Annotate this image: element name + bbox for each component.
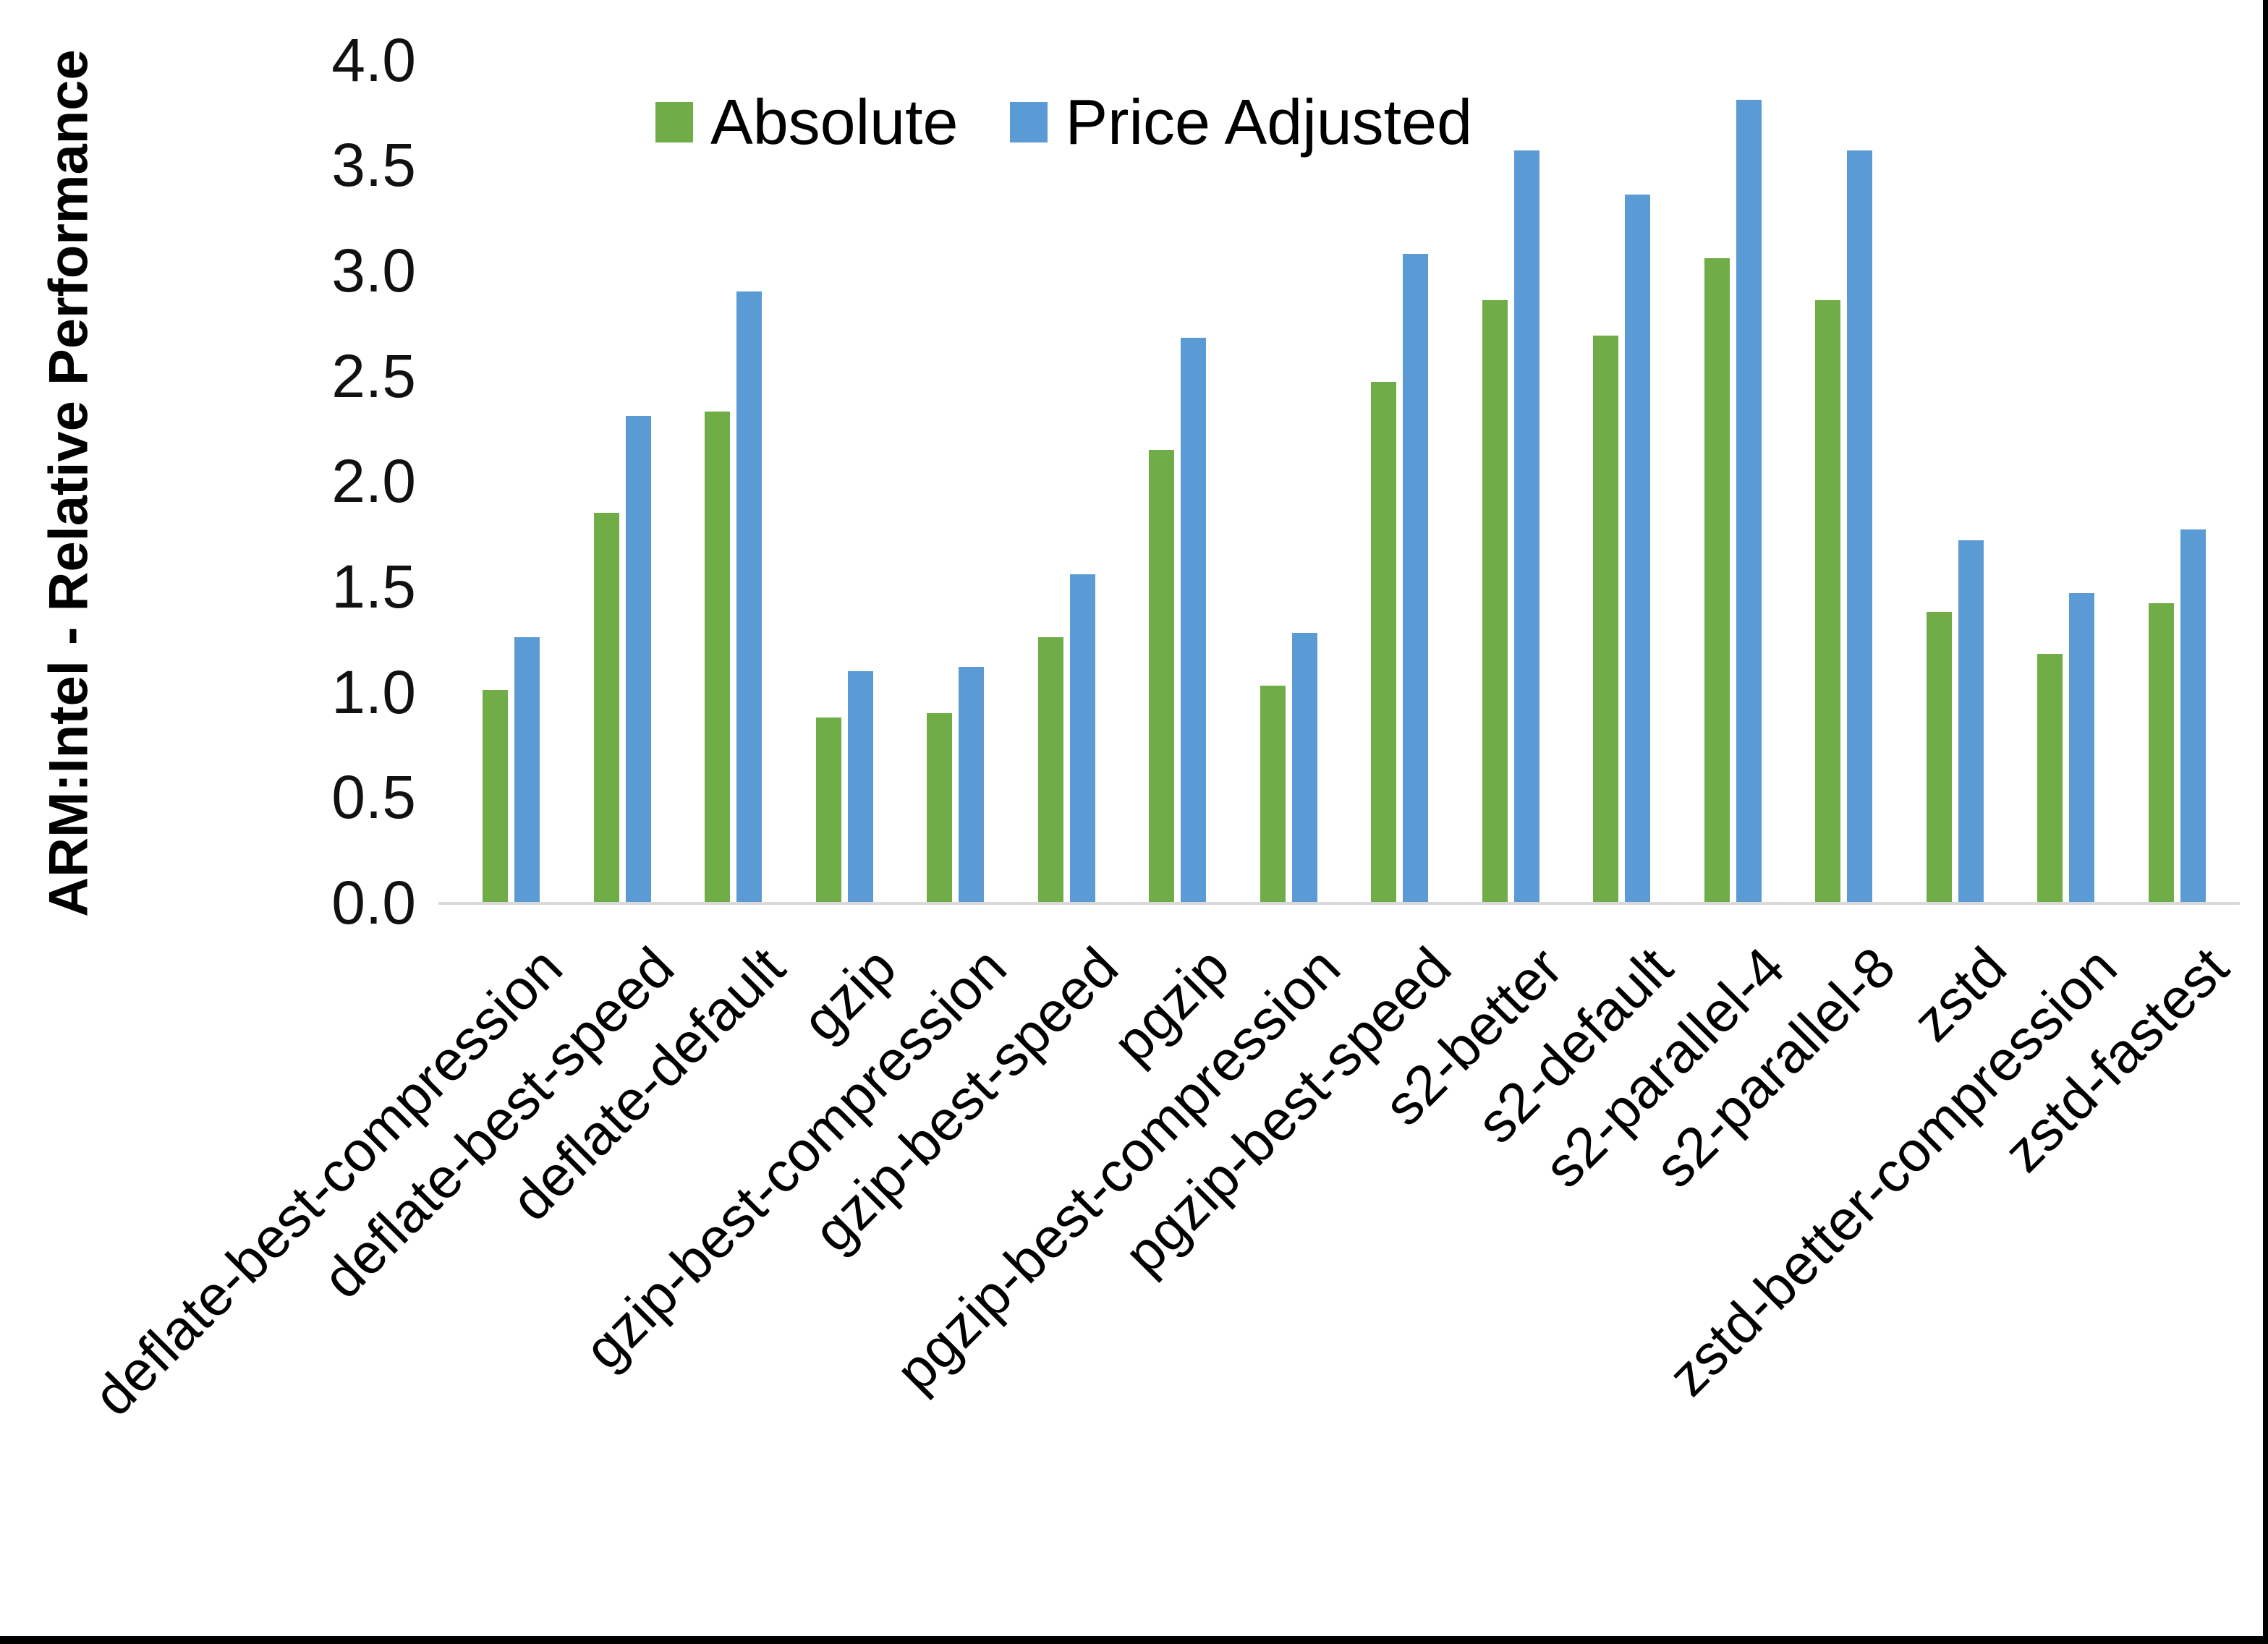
bar-absolute-gzip-best-speed	[1038, 637, 1063, 903]
bar-price-adjusted-deflate-best-compression	[514, 637, 540, 903]
y-tick-label: 1.0	[331, 658, 416, 726]
bar-price-adjusted-s2-default	[1625, 195, 1650, 903]
y-tick-label: 3.0	[331, 237, 416, 304]
y-tick-label: 0.5	[331, 763, 416, 831]
screenshot-border-bottom	[0, 1636, 2268, 1644]
legend-item-price-adjusted: Price Adjusted	[1010, 85, 1472, 159]
y-tick-label: 0.0	[331, 869, 416, 937]
legend-label-price-adjusted: Price Adjusted	[1065, 86, 1473, 158]
bar-absolute-zstd	[1927, 612, 1952, 903]
y-tick-label: 2.5	[331, 342, 416, 410]
y-axis-title: ARM:Intel - Relative Performance	[38, 49, 100, 917]
x-axis-line	[438, 902, 2240, 905]
y-tick-label: 1.5	[331, 553, 416, 621]
bar-absolute-deflate-best-speed	[594, 513, 619, 903]
legend-swatch-price-adjusted	[1010, 102, 1048, 142]
bar-price-adjusted-pgzip-best-speed	[1403, 254, 1428, 903]
bar-absolute-gzip-best-compression	[927, 713, 952, 903]
legend-item-absolute: Absolute	[655, 85, 958, 159]
bar-price-adjusted-pgzip-best-compression	[1292, 633, 1317, 903]
x-category-label-deflate-best-compression: deflate-best-compression	[81, 934, 574, 1428]
bar-absolute-s2-default	[1593, 336, 1618, 903]
screenshot-border-right	[2263, 0, 2268, 1644]
legend: Absolute Price Adjusted	[655, 85, 1472, 159]
bar-absolute-s2-parallel-4	[1704, 258, 1730, 903]
bar-absolute-gzip	[816, 717, 841, 903]
bar-price-adjusted-deflate-best-speed	[626, 416, 651, 903]
legend-label-absolute: Absolute	[710, 86, 959, 158]
bar-price-adjusted-zstd-better-compression	[2069, 593, 2094, 903]
bar-absolute-zstd-fastest	[2149, 603, 2174, 903]
bar-absolute-s2-parallel-8	[1815, 300, 1840, 903]
bar-price-adjusted-deflate-default	[736, 291, 762, 903]
bar-absolute-s2-better	[1482, 300, 1508, 903]
bar-price-adjusted-zstd-fastest	[2180, 529, 2206, 903]
bar-price-adjusted-s2-parallel-4	[1736, 100, 1762, 903]
y-tick-label: 2.0	[331, 447, 416, 515]
bar-price-adjusted-pgzip	[1181, 338, 1206, 903]
bar-price-adjusted-gzip	[848, 671, 873, 903]
bar-absolute-zstd-better-compression	[2037, 654, 2063, 903]
bar-absolute-pgzip	[1149, 450, 1174, 903]
bar-price-adjusted-gzip-best-compression	[959, 667, 984, 903]
bar-price-adjusted-zstd	[1958, 540, 1984, 903]
bar-absolute-deflate-best-compression	[483, 690, 508, 903]
bar-price-adjusted-gzip-best-speed	[1070, 574, 1095, 903]
bar-price-adjusted-s2-parallel-8	[1847, 150, 1872, 903]
legend-swatch-absolute	[655, 102, 693, 142]
bar-price-adjusted-s2-better	[1514, 150, 1539, 903]
y-tick-label: 3.5	[331, 131, 416, 199]
bar-absolute-pgzip-best-speed	[1371, 382, 1396, 903]
bar-absolute-pgzip-best-compression	[1260, 686, 1286, 903]
bar-absolute-deflate-default	[705, 412, 730, 903]
y-tick-label: 4.0	[331, 26, 416, 94]
